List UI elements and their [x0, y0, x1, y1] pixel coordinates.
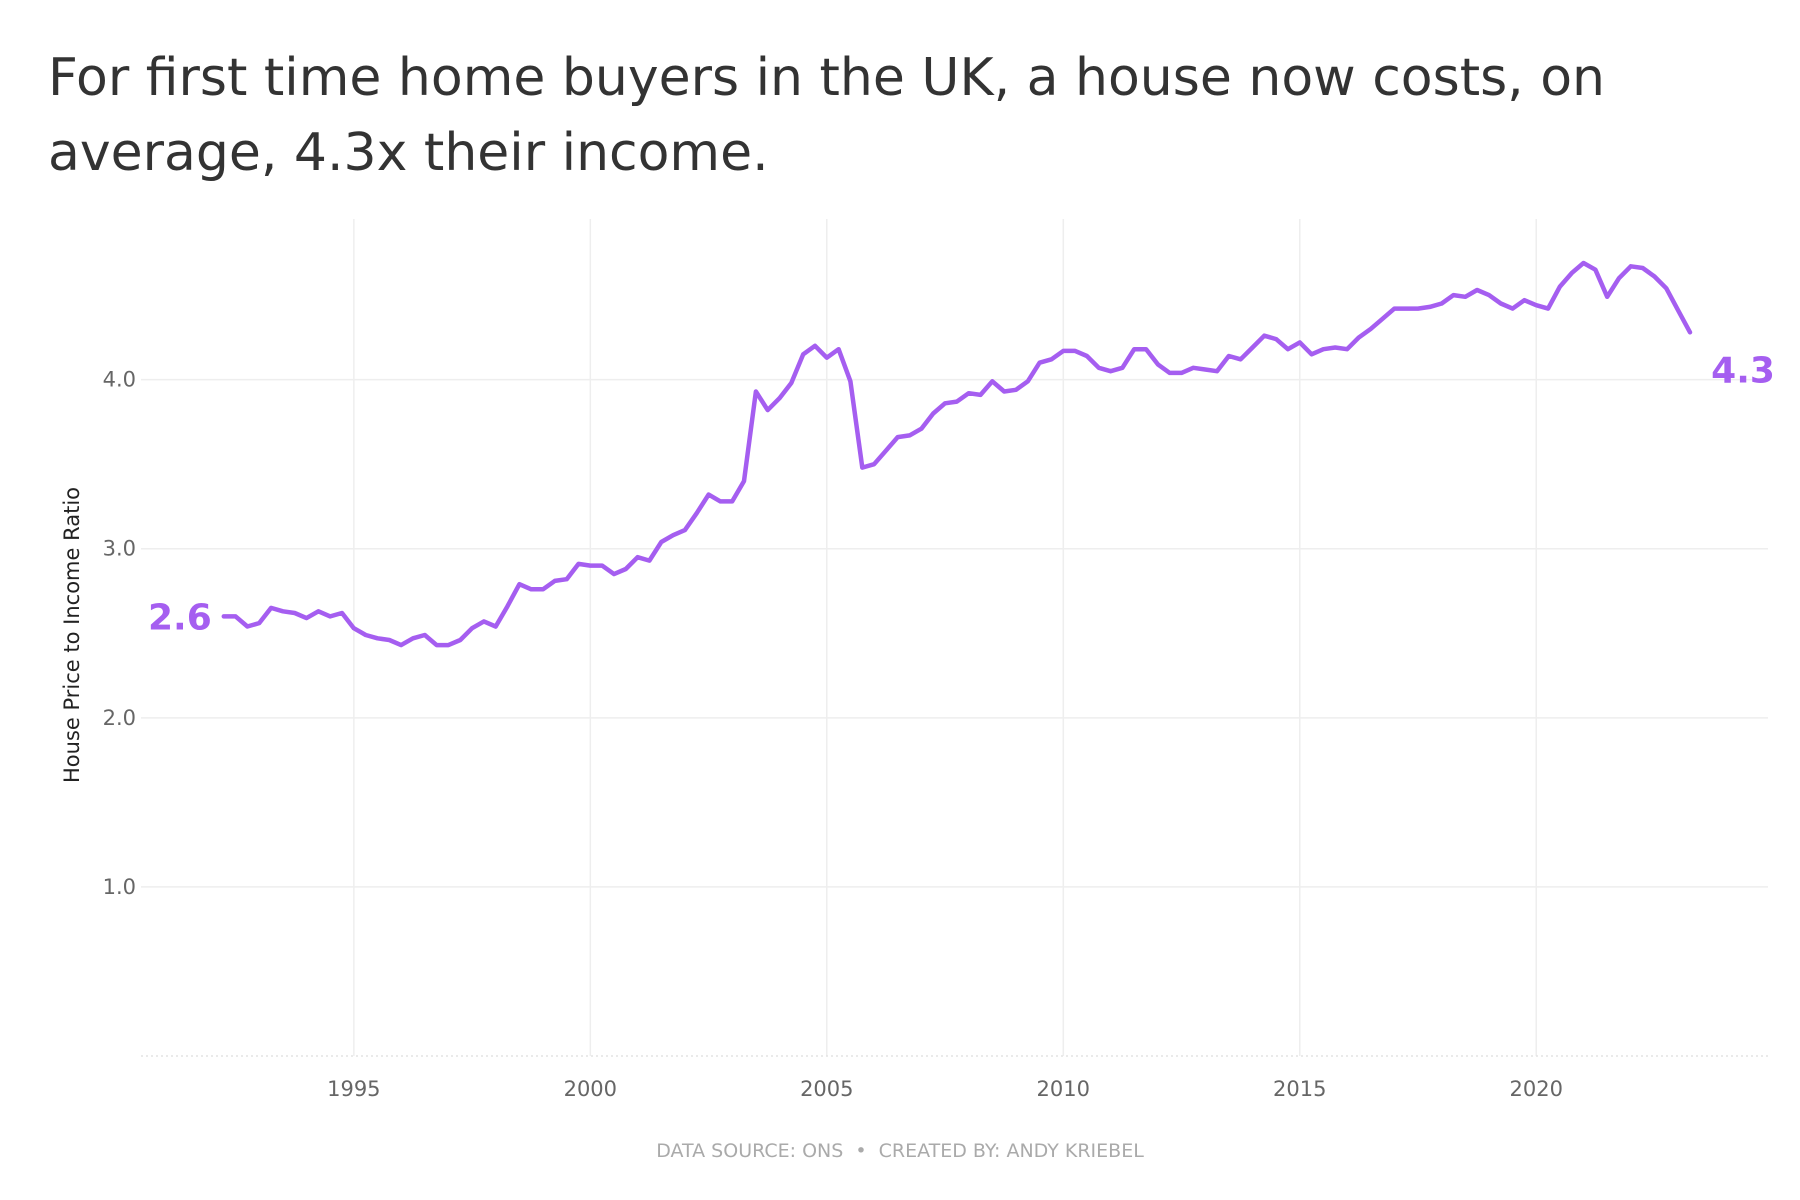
x-tick-label: 2020	[1510, 1077, 1563, 1101]
x-tick-label: 2010	[1037, 1077, 1090, 1101]
y-tick-label: 4.0	[103, 368, 136, 392]
start-label: 2.6	[148, 597, 212, 638]
chart-title-line: For first time home buyers in the UK, a …	[48, 48, 1605, 108]
y-tick-label: 2.0	[103, 706, 136, 730]
y-tick-label: 3.0	[103, 537, 136, 561]
x-tick-label: 2005	[800, 1077, 853, 1101]
x-tick-label: 1995	[327, 1077, 380, 1101]
data-line	[221, 260, 1693, 648]
y-tick-label: 1.0	[103, 875, 136, 899]
chart-title-line: average, 4.3x their income.	[48, 123, 769, 183]
x-tick-label: 2015	[1273, 1077, 1326, 1101]
end-label: 4.3	[1711, 350, 1775, 391]
x-tick-label: 2000	[564, 1077, 617, 1101]
footer: DATA SOURCE: ONS • CREATED BY: ANDY KRIE…	[656, 1140, 1144, 1162]
y-axis-label: House Price to Income Ratio	[60, 487, 84, 783]
